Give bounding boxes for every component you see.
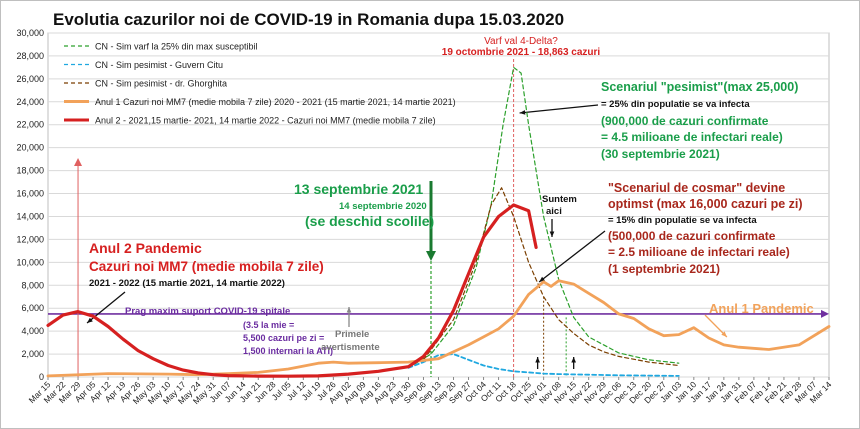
pessimist-title: Scenariul "pesimist"(max 25,000) (601, 80, 798, 94)
peak-label-1: Varf val 4-Delta? (484, 36, 558, 47)
nightmare-pointer (538, 230, 606, 283)
y-tick-label: 6,000 (21, 303, 44, 313)
school-date-2021: 13 septembrie 2021 (294, 181, 423, 197)
chart-title: Evolutia cazurilor noi de COVID-19 in Ro… (53, 10, 564, 29)
pessimist-line-2: = 25% din populatie se va infecta (601, 99, 750, 110)
y-tick-label: 18,000 (16, 166, 44, 176)
nightmare-line-6: (1 septembrie 2021) (608, 262, 720, 276)
year2-period: 2021 - 2022 (15 martie 2021, 14 martie 2… (89, 278, 285, 289)
y-tick-label: 22,000 (16, 120, 44, 130)
y-tick-label: 4,000 (21, 326, 44, 336)
year2-start-arrowhead (74, 158, 83, 166)
legend-label: Anul 2 - 2021,15 martie- 2021, 14 martie… (95, 116, 436, 126)
legend-label: Anul 1 Cazuri noi MM7 (medie mobila 7 zi… (95, 97, 456, 107)
year2-subtitle: Cazuri noi MM7 (medie mobila 7 zile) (89, 259, 324, 274)
year2-title: Anul 2 Pandemic (89, 240, 202, 256)
y-tick-label: 10,000 (16, 257, 44, 267)
nightmare-title: "Scenariul de cosmar" devine (608, 181, 785, 195)
y-tick-label: 0 (39, 372, 44, 382)
y-tick-label: 14,000 (16, 211, 44, 221)
here-label-2: aici (546, 206, 562, 217)
year2-pointer (86, 291, 126, 324)
nightmare-line-5: = 2.5 milioane de infectari reale) (608, 245, 790, 259)
y-tick-label: 28,000 (16, 51, 44, 61)
grid (47, 32, 830, 378)
peak-label-2: 19 octombrie 2021 - 18,863 cazuri (442, 47, 601, 58)
warnings-label-2: avertismente (321, 342, 380, 353)
y-tick-label: 30,000 (16, 28, 44, 38)
series-line-4 (46, 203, 538, 378)
year1-pointer-head (721, 331, 727, 337)
y-tick-label: 12,000 (16, 234, 44, 244)
threshold-note-1: (3.5 la mie = (243, 320, 294, 330)
threshold-note-3: 1,500 internari la ATI) (243, 346, 333, 356)
here-pointer-head (549, 231, 555, 237)
y-axis: 0 2,000 4,000 6,000 8,000 10,000 12,000 14,000 1… (16, 28, 44, 382)
here-label-1: Suntem (542, 194, 577, 205)
y-tick-label: 8,000 (21, 280, 44, 290)
series-line-1 (407, 353, 680, 377)
pessimist-line-5: (30 septembrie 2021) (601, 147, 720, 161)
here-base-pointer-head (535, 357, 540, 363)
nightmare-base-pointer-head (571, 357, 577, 363)
nightmare-line-4: (500,000 de cazuri confirmate (608, 229, 776, 243)
pessimist-pointer (519, 104, 599, 114)
nightmare-line-2: optimst (max 16,000 cazuri pe zi) (608, 197, 803, 211)
legend-label: CN - Sim varf la 25% din max susceptibil (95, 42, 258, 52)
series-line-3 (46, 279, 831, 378)
pessimist-line-3: (900,000 de cazuri confirmate (601, 114, 769, 128)
y-tick-label: 16,000 (16, 189, 44, 199)
school-note: (se deschid scolile) (305, 213, 434, 229)
legend-label: CN - Sim pesimist - dr. Ghorghita (95, 79, 227, 89)
threshold-note-2: 5,500 cazuri pe zi = (243, 333, 324, 343)
y-tick-label: 24,000 (16, 97, 44, 107)
legend-label: CN - Sim pesimist - Guvern Citu (95, 60, 223, 70)
year1-label: Anul 1 Pandemic (709, 301, 814, 316)
school-date-2020: 14 septembrie 2020 (339, 201, 427, 212)
series-line-2 (422, 187, 680, 367)
series-line-0 (407, 66, 680, 369)
y-tick-label: 20,000 (16, 143, 44, 153)
series-lines (46, 66, 831, 378)
pessimist-line-4: = 4.5 milioane de infectari reale) (601, 130, 783, 144)
pessimist-pointer-head (519, 110, 526, 115)
threshold-label: Prag maxim suport COVID-19 spitale (125, 306, 290, 317)
threshold-arrowhead (821, 309, 829, 318)
y-tick-label: 26,000 (16, 74, 44, 84)
reference-lines (48, 59, 829, 377)
school-arrowhead (425, 251, 436, 261)
year2-pointer-head (87, 317, 93, 323)
warnings-pointer-head (346, 307, 352, 313)
legend: CN - Sim varf la 25% din max susceptibil… (64, 42, 456, 126)
warnings-label-1: Primele (335, 329, 369, 340)
y-tick-label: 2,000 (21, 349, 44, 359)
nightmare-line-3: = 15% din populatie se va infecta (608, 215, 757, 226)
